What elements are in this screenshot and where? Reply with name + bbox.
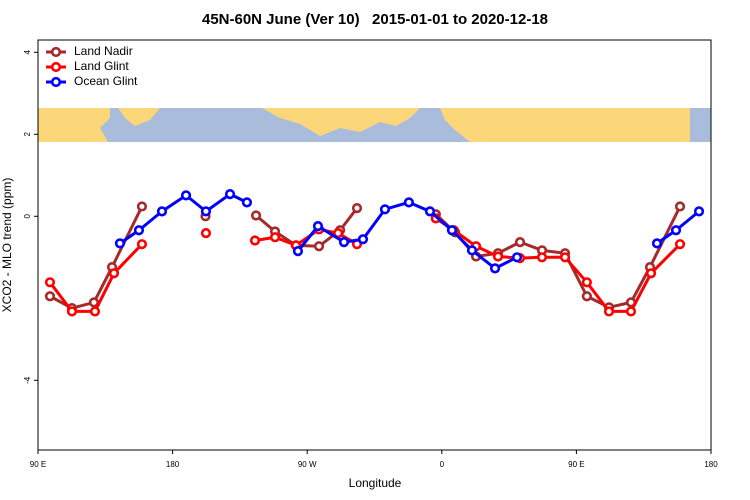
legend-label: Land Nadir: [74, 44, 133, 58]
plot-frame: [37, 39, 712, 451]
legend-label: Land Glint: [74, 59, 129, 73]
data-point: [224, 189, 236, 200]
data-point: [651, 238, 663, 249]
legend-marker: [50, 76, 62, 88]
data-point: [292, 246, 304, 257]
x-tick-label: 180: [704, 460, 718, 469]
data-point: [403, 197, 414, 208]
data-point: [674, 239, 686, 250]
data-point: [180, 190, 192, 201]
data-point: [645, 268, 657, 279]
data-point: [136, 201, 148, 212]
data-point: [44, 277, 56, 288]
data-point: [466, 245, 478, 256]
data-point: [492, 251, 504, 262]
data-point: [250, 210, 262, 221]
data-point: [603, 306, 615, 317]
x-tick-label: 90 E: [568, 460, 584, 469]
data-point: [313, 241, 325, 252]
x-axis-label: Longitude: [349, 476, 402, 490]
legend-marker: [50, 46, 62, 58]
data-point: [241, 197, 253, 208]
x-tick-label: 90 E: [30, 460, 46, 469]
data-point: [88, 297, 100, 308]
data-point: [133, 225, 145, 236]
data-point: [514, 237, 526, 248]
data-point: [200, 206, 212, 217]
data-point: [489, 263, 501, 274]
data-point: [581, 291, 592, 302]
data-point: [200, 228, 212, 239]
data-point: [249, 235, 261, 246]
legend-label: Ocean Glint: [74, 74, 138, 88]
y-tick-label: 2: [23, 132, 32, 137]
map-land: [262, 108, 420, 136]
data-point: [379, 204, 391, 215]
y-tick-label: 0: [23, 214, 32, 219]
data-point: [136, 239, 148, 250]
data-point: [351, 203, 363, 214]
data-point: [357, 234, 369, 245]
data-point: [446, 225, 458, 236]
data-point: [581, 277, 592, 288]
y-tick-label: -4: [23, 376, 32, 384]
data-point: [156, 206, 168, 217]
data-point: [89, 306, 101, 317]
map-land: [440, 108, 690, 142]
data-point: [625, 306, 637, 317]
data-point: [312, 221, 324, 232]
map-land: [118, 108, 160, 126]
legend-marker: [50, 61, 62, 73]
data-point: [269, 232, 281, 243]
y-tick-label: 4: [23, 50, 32, 55]
data-point: [693, 206, 705, 217]
map-band: [38, 108, 711, 142]
data-point: [66, 306, 78, 317]
data-point: [511, 252, 523, 263]
y-axis-label: XCO2 - MLO trend (ppm): [0, 178, 14, 313]
x-tick-label: 180: [166, 460, 180, 469]
x-tick-label: 90 W: [298, 460, 317, 469]
data-point: [424, 206, 436, 217]
data-point: [536, 252, 548, 263]
map-land: [38, 108, 110, 142]
data-point: [338, 237, 350, 248]
data-point: [559, 252, 571, 263]
data-point: [670, 225, 682, 236]
chart-title: 45N-60N June (Ver 10) 2015-01-01 to 2020…: [202, 11, 548, 28]
data-point: [674, 201, 686, 212]
data-point: [114, 238, 126, 249]
x-tick-label: 0: [440, 460, 445, 469]
data-point: [44, 291, 56, 302]
data-point: [108, 268, 120, 279]
